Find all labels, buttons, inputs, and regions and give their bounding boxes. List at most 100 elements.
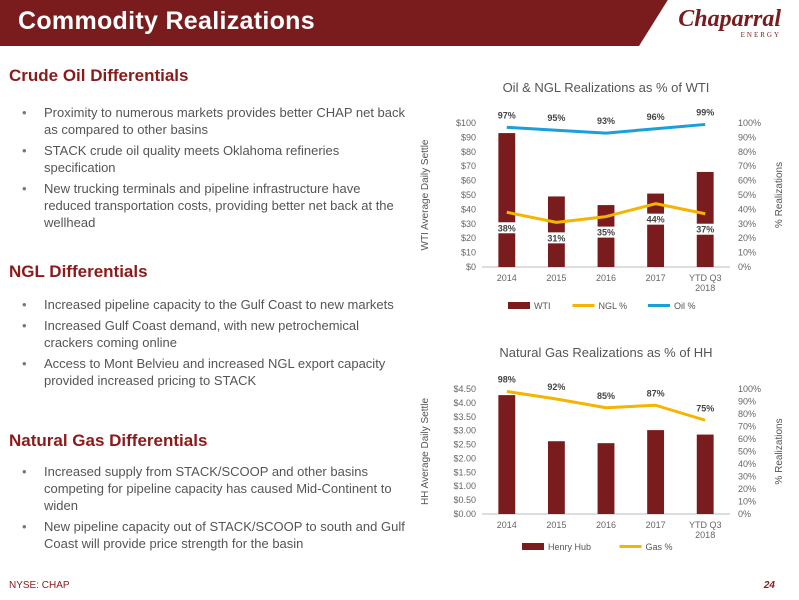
y2-tick-label: 10% [738, 497, 756, 507]
bar [547, 196, 565, 267]
data-label: 44% [647, 215, 665, 225]
data-label: 38% [498, 223, 516, 233]
data-label-bg [497, 109, 517, 121]
legend-label: Henry Hub [548, 542, 591, 552]
y-tick-label: $90 [461, 132, 476, 142]
legend-swatch [508, 302, 530, 309]
y-tick-label: $2.00 [453, 453, 476, 463]
data-label: 75% [696, 403, 714, 413]
x-tick-label: 2016 [596, 520, 616, 530]
data-label-bg [596, 226, 616, 238]
data-label-bg [546, 232, 567, 244]
y-tick-label: $0 [466, 262, 476, 272]
y-tick-label: $20 [461, 233, 476, 243]
y2-tick-label: 60% [738, 176, 756, 186]
section-heading-gas: Natural Gas Differentials [9, 431, 208, 450]
bullet-item: New trucking terminals and pipeline infr… [14, 180, 409, 231]
x-tick-label: YTD Q3 [689, 520, 722, 530]
chart-title: Natural Gas Realizations as % of HH [499, 345, 712, 360]
y2-axis-title: % Realizations [774, 162, 785, 228]
bullet-item: Access to Mont Belvieu and increased NGL… [14, 355, 409, 389]
data-label-bg [546, 381, 567, 392]
data-label-bg [645, 387, 666, 399]
y2-tick-label: 90% [738, 132, 756, 142]
bullet-item: New pipeline capacity out of STACK/SCOOP… [14, 518, 409, 552]
y2-tick-label: 30% [738, 472, 756, 482]
footer-ticker: NYSE: CHAP [9, 580, 70, 591]
y-tick-label: $30 [461, 219, 476, 229]
bullet-item: Increased supply from STACK/SCOOP and ot… [14, 463, 409, 514]
x-tick-label: 2018 [695, 530, 715, 540]
x-tick-label: 2016 [596, 273, 616, 283]
logo-area: Chaparral ENERGY [639, 0, 799, 46]
data-label-bg [596, 115, 616, 127]
y2-tick-label: 0% [738, 262, 751, 272]
series-line [506, 390, 706, 422]
y2-tick-label: 50% [738, 190, 756, 200]
data-label-bg [645, 213, 666, 225]
data-label: 37% [696, 225, 714, 235]
y2-tick-label: 0% [738, 509, 751, 519]
bullet-item: STACK crude oil quality meets Oklahoma r… [14, 142, 409, 176]
y2-tick-label: 30% [738, 219, 756, 229]
bar [647, 430, 665, 514]
bar [597, 443, 615, 514]
legend-label: WTI [534, 301, 551, 311]
y-tick-label: $0.00 [453, 509, 476, 519]
y-tick-label: $3.00 [453, 426, 476, 436]
data-label: 97% [498, 110, 516, 120]
y2-tick-label: 70% [738, 161, 756, 171]
y2-axis-title: % Realizations [774, 418, 785, 484]
x-tick-label: YTD Q3 [689, 273, 722, 283]
data-label: 95% [547, 113, 565, 123]
data-label: 99% [696, 107, 714, 117]
y2-tick-label: 20% [738, 484, 756, 494]
company-logo-sub: ENERGY [740, 31, 781, 39]
y2-tick-label: 100% [738, 118, 761, 128]
natural-gas-chart: Natural Gas Realizations as % of HH $0.00… [420, 345, 785, 552]
bar [647, 193, 665, 267]
company-logo: Chaparral [678, 6, 781, 32]
data-label: 96% [647, 112, 665, 122]
data-label-bg [546, 112, 567, 124]
y-tick-label: $4.00 [453, 398, 476, 408]
y2-tick-label: 80% [738, 409, 756, 419]
y-axis-title: HH Average Daily Settle [420, 398, 431, 506]
y2-tick-label: 100% [738, 384, 761, 394]
y-tick-label: $1.50 [453, 467, 476, 477]
ngl-bullet-list: Increased pipeline capacity to the Gulf … [14, 296, 409, 393]
data-label-bg [695, 106, 715, 118]
x-tick-label: 2015 [546, 273, 566, 283]
section-heading-ngl: NGL Differentials [9, 262, 148, 281]
data-label-bg [497, 222, 517, 234]
x-tick-label: 2017 [646, 520, 666, 530]
header-bar: Commodity Realizations Chaparral ENERGY [0, 0, 799, 46]
legend-label: Oil % [674, 301, 696, 311]
y-tick-label: $3.50 [453, 412, 476, 422]
data-label: 35% [597, 228, 615, 238]
x-tick-label: 2017 [646, 273, 666, 283]
data-label: 93% [597, 116, 615, 126]
y2-tick-label: 90% [738, 397, 756, 407]
y2-tick-label: 40% [738, 459, 756, 469]
y-tick-label: $50 [461, 190, 476, 200]
data-label-bg [695, 223, 715, 235]
data-label-bg [497, 373, 517, 385]
section-heading-crude: Crude Oil Differentials [9, 66, 189, 85]
series-line [506, 122, 706, 135]
data-label: 85% [597, 391, 615, 401]
bullet-item: Increased Gulf Coast demand, with new pe… [14, 317, 409, 351]
bar [498, 395, 516, 514]
bar [547, 441, 565, 514]
data-label: 98% [498, 375, 516, 385]
x-tick-label: 2014 [497, 273, 517, 283]
page-title: Commodity Realizations [18, 7, 315, 35]
data-label: 87% [647, 388, 665, 398]
y2-tick-label: 60% [738, 434, 756, 444]
y-tick-label: $80 [461, 147, 476, 157]
y2-tick-label: 70% [738, 422, 756, 432]
legend-swatch [522, 543, 544, 550]
bar [498, 133, 516, 267]
y2-tick-label: 40% [738, 204, 756, 214]
y-tick-label: $60 [461, 176, 476, 186]
